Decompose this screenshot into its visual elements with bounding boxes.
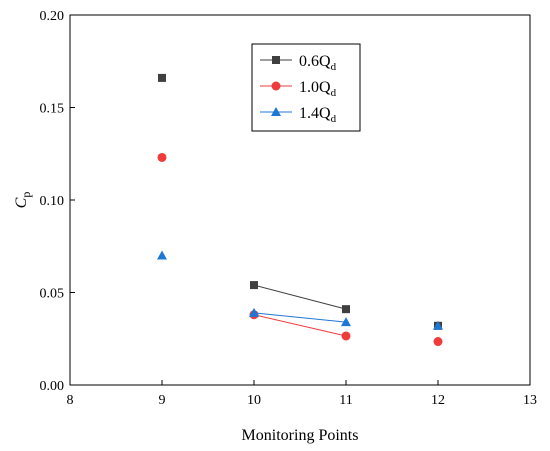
legend-marker: [272, 56, 280, 64]
y-tick-label: 0.00: [40, 379, 65, 394]
y-tick-label: 0.10: [40, 194, 65, 209]
data-point: [433, 320, 443, 330]
x-tick-label: 8: [67, 393, 74, 408]
x-tick-label: 9: [159, 393, 166, 408]
series-line: [253, 284, 347, 310]
y-axis-title: Cp: [13, 192, 33, 209]
legend-marker: [271, 81, 281, 91]
data-point: [157, 250, 167, 260]
legend-entry: 0.6Qd: [260, 53, 337, 73]
x-tick-label: 12: [431, 393, 445, 408]
y-axis-title-sub: p: [19, 192, 33, 198]
legend-marker: [271, 107, 281, 116]
data-point: [433, 337, 443, 347]
x-tick-label: 11: [339, 393, 352, 408]
legend-label-main: 1.0Q: [299, 79, 331, 96]
legend-label-sub: d: [331, 61, 337, 73]
legend-label-sub: d: [331, 87, 337, 99]
legend-entry: 1.4Qd: [260, 105, 337, 125]
legend-label: 1.4Qd: [299, 105, 337, 125]
axes: 8 9 10 11 12 13 0.00 0.05 0.10 0.15 0.20: [40, 9, 538, 408]
y-tick-label: 0.20: [40, 9, 65, 24]
x-axis-title: Monitoring Points: [242, 427, 359, 444]
y-tick-label: 0.15: [40, 102, 65, 117]
legend-box: [251, 43, 361, 132]
data-point: [341, 331, 351, 341]
data-point: [250, 281, 258, 290]
legend-entry: 1.0Qd: [260, 79, 337, 99]
data-point: [249, 307, 259, 317]
legend-label-sub: d: [331, 113, 337, 125]
data-point: [341, 317, 351, 327]
x-tick-label: 10: [247, 393, 261, 408]
series-marks: [157, 73, 443, 347]
y-axis-title-main: C: [13, 197, 30, 208]
y-tick-label: 0.05: [40, 287, 65, 302]
x-tick-label: 13: [523, 393, 537, 408]
series-line: [253, 312, 347, 323]
legend-label-main: 1.4Q: [299, 105, 331, 122]
data-point: [342, 305, 350, 314]
legend-label: 0.6Qd: [299, 53, 337, 73]
series-line: [253, 314, 347, 337]
legend-label: 1.0Qd: [299, 79, 337, 99]
legend-label-main: 0.6Q: [299, 53, 331, 70]
series-3: [157, 250, 443, 330]
data-point: [158, 73, 166, 82]
data-point: [157, 152, 167, 162]
